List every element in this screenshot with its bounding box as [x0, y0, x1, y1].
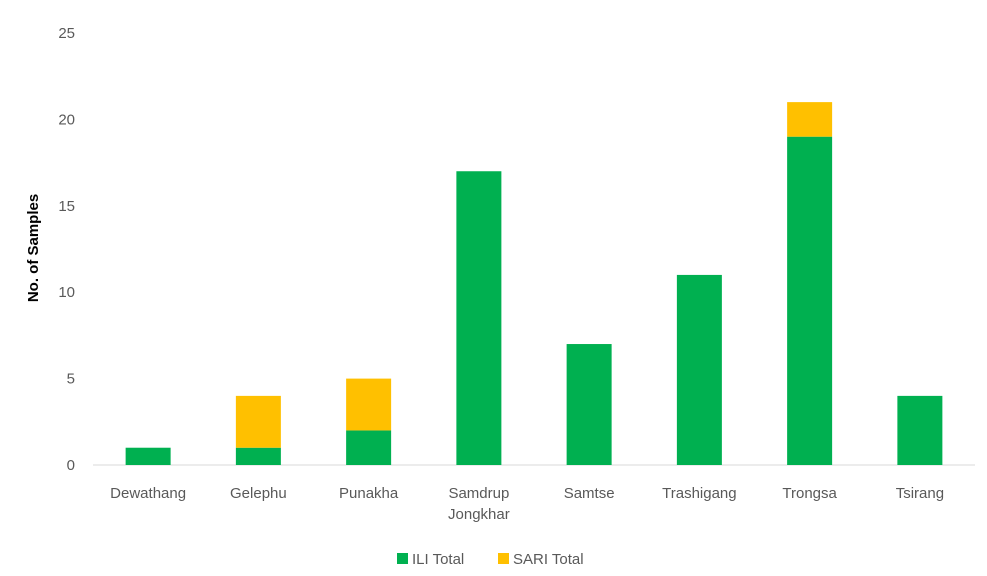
y-tick-label: 20	[58, 111, 75, 128]
y-tick-label: 15	[58, 198, 75, 215]
y-tick-label: 0	[67, 457, 75, 474]
y-tick-label: 5	[67, 371, 75, 388]
y-axis-ticks: 0 5 10 15 20 25	[58, 25, 75, 474]
x-category-label: Punakha	[339, 485, 399, 502]
x-category-label: Trashigang	[662, 485, 737, 502]
legend-label: ILI Total	[412, 551, 464, 568]
x-axis-categories: Dewathang Gelephu Punakha Samdrup JongkharSa…	[110, 485, 944, 523]
bar-ili-segment	[787, 136, 833, 465]
bar-sari-segment	[235, 395, 281, 448]
y-tick-label: 10	[58, 284, 75, 301]
legend-item: SARI Total	[498, 551, 584, 568]
x-category-label-line: Trashigang	[662, 485, 737, 502]
x-category-label-line: Samdrup	[448, 485, 509, 502]
x-category-label-line: Trongsa	[782, 485, 837, 502]
x-category-label: Trongsa	[782, 485, 837, 502]
bar-sari-segment	[346, 378, 392, 431]
bar-ili-segment	[566, 344, 612, 465]
bar-sari-segment	[787, 102, 833, 137]
y-tick-label: 25	[58, 25, 75, 42]
y-axis-label: No. of Samples	[25, 194, 42, 302]
x-category-label: Tsirang	[896, 485, 944, 502]
x-category-label-line: Gelephu	[230, 485, 287, 502]
bar-ili-segment	[897, 395, 943, 465]
x-category-label: Dewathang	[110, 485, 186, 502]
bar-ili-segment	[235, 447, 281, 465]
legend: ILI Total SARI Total	[397, 551, 584, 568]
legend-item: ILI Total	[397, 551, 464, 568]
x-category-label-line: Dewathang	[110, 485, 186, 502]
x-category-label: Gelephu	[230, 485, 287, 502]
legend-label: SARI Total	[513, 551, 584, 568]
bar-ili-segment	[346, 430, 392, 465]
x-category-label-line: Punakha	[339, 485, 399, 502]
x-category-label-line: Tsirang	[896, 485, 944, 502]
x-category-label-line: Jongkhar	[448, 506, 510, 523]
x-category-label: Samdrup Jongkhar	[448, 485, 510, 523]
bar-ili-segment	[456, 171, 502, 466]
legend-swatch	[498, 553, 509, 564]
legend-swatch	[397, 553, 408, 564]
bar-ili-segment	[676, 274, 722, 465]
x-category-label-line: Samtse	[564, 485, 615, 502]
bar-ili-segment	[125, 447, 171, 465]
bars	[125, 102, 943, 466]
x-category-label: Samtse	[564, 485, 615, 502]
